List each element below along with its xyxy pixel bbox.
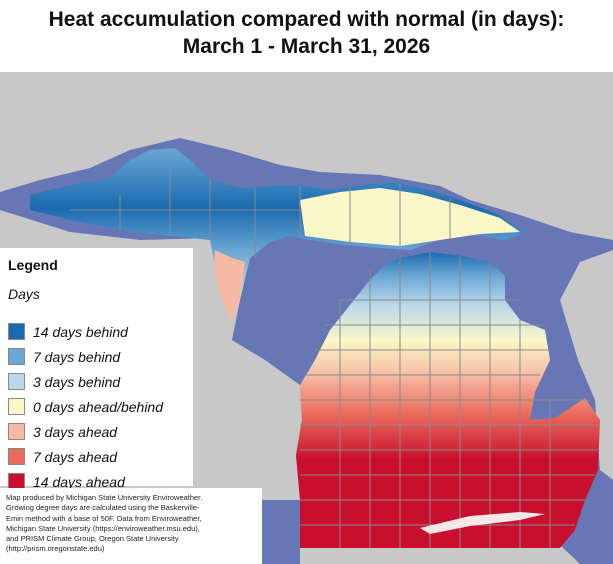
title-line-1: Heat accumulation compared with normal (… bbox=[48, 8, 565, 31]
legend-heading: Legend bbox=[8, 257, 58, 273]
eastern-up-normal bbox=[300, 188, 520, 246]
legend-item: 7 days behind bbox=[8, 344, 163, 369]
legend-item-label: 7 days behind bbox=[33, 348, 121, 365]
credit-line: Growing degree days are calculated using… bbox=[6, 503, 200, 513]
legend-items: 14 days behind 7 days behind 3 days behi… bbox=[8, 319, 163, 494]
map-title: Heat accumulation compared with normal (… bbox=[0, 6, 613, 60]
legend-item: 7 days ahead bbox=[8, 444, 163, 469]
map-legend: Legend Days 14 days behind 7 days behind… bbox=[0, 248, 193, 490]
legend-swatch bbox=[8, 398, 25, 415]
legend-swatch bbox=[8, 448, 25, 465]
legend-item: 3 days behind bbox=[8, 369, 163, 394]
shoreline-detail bbox=[420, 512, 545, 534]
legend-item: 14 days behind bbox=[8, 319, 163, 344]
legend-subheading: Days bbox=[8, 286, 40, 302]
map-credits: Map produced by Michigan State Universit… bbox=[0, 488, 262, 564]
legend-item-label: 3 days ahead bbox=[33, 423, 118, 440]
ontario-north-land bbox=[0, 72, 613, 240]
credit-line: (http://prism.oregonstate.edu) bbox=[6, 544, 105, 554]
legend-item: 14 days ahead bbox=[8, 469, 163, 494]
title-line-2: March 1 - March 31, 2026 bbox=[182, 35, 431, 58]
legend-item-label: 7 days ahead bbox=[33, 448, 118, 465]
credit-line: Map produced by Michigan State Universit… bbox=[6, 493, 203, 502]
legend-swatch bbox=[8, 373, 25, 390]
ohio-indiana-land bbox=[300, 545, 580, 564]
legend-item-label: 14 days ahead bbox=[33, 473, 125, 490]
credit-line: Michigan State University (https://envir… bbox=[6, 523, 200, 533]
legend-item-label: 14 days behind bbox=[33, 323, 128, 340]
credit-line: Emin method with a base of 50F. Data fro… bbox=[6, 513, 202, 523]
legend-item-label: 0 days ahead/behind bbox=[33, 398, 163, 415]
legend-swatch bbox=[8, 423, 25, 440]
credit-line: and PRISM Climate Group, Oregon State Un… bbox=[6, 534, 179, 544]
legend-item: 3 days ahead bbox=[8, 419, 163, 444]
western-up-ahead bbox=[214, 250, 245, 320]
legend-swatch bbox=[8, 348, 25, 365]
legend-item-label: 3 days behind bbox=[33, 373, 121, 390]
upper-peninsula bbox=[30, 148, 525, 320]
legend-item: 0 days ahead/behind bbox=[8, 394, 163, 419]
legend-swatch bbox=[8, 323, 25, 340]
